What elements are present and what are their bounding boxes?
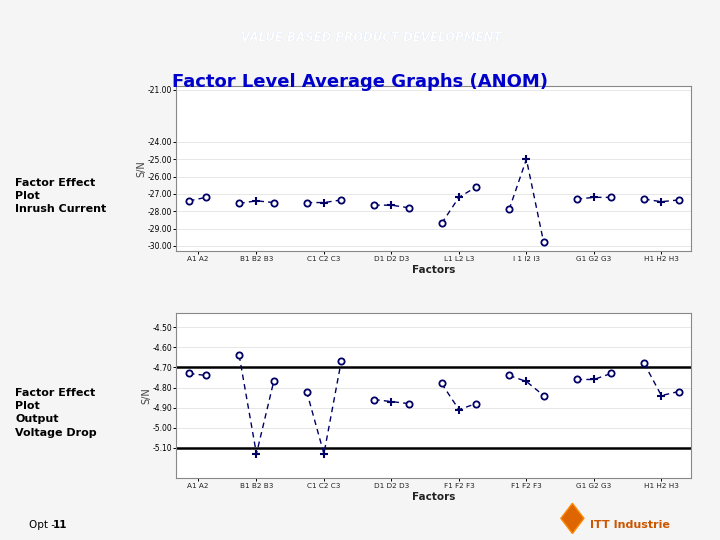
Text: Factor Effect
Plot
Output
Voltage Drop: Factor Effect Plot Output Voltage Drop <box>15 388 97 437</box>
Text: 11: 11 <box>53 520 68 530</box>
Y-axis label: S/N: S/N <box>141 387 151 404</box>
Text: Opt -: Opt - <box>29 520 58 530</box>
Polygon shape <box>561 503 584 534</box>
Text: ITT Industrie: ITT Industrie <box>590 520 670 530</box>
Text: VALUE BASED PRODUCT DEVELOPMENT: VALUE BASED PRODUCT DEVELOPMENT <box>240 31 501 44</box>
X-axis label: Factors: Factors <box>412 491 456 502</box>
Text: VALUE BASED PRODUCT DEVELOPMENT: VALUE BASED PRODUCT DEVELOPMENT <box>240 31 501 44</box>
X-axis label: Factors: Factors <box>412 265 456 275</box>
Y-axis label: S/N: S/N <box>136 160 146 177</box>
Text: Factor Level Average Graphs (ANOM): Factor Level Average Graphs (ANOM) <box>172 73 548 91</box>
Text: Factor Effect
Plot
Inrush Current: Factor Effect Plot Inrush Current <box>15 178 107 214</box>
